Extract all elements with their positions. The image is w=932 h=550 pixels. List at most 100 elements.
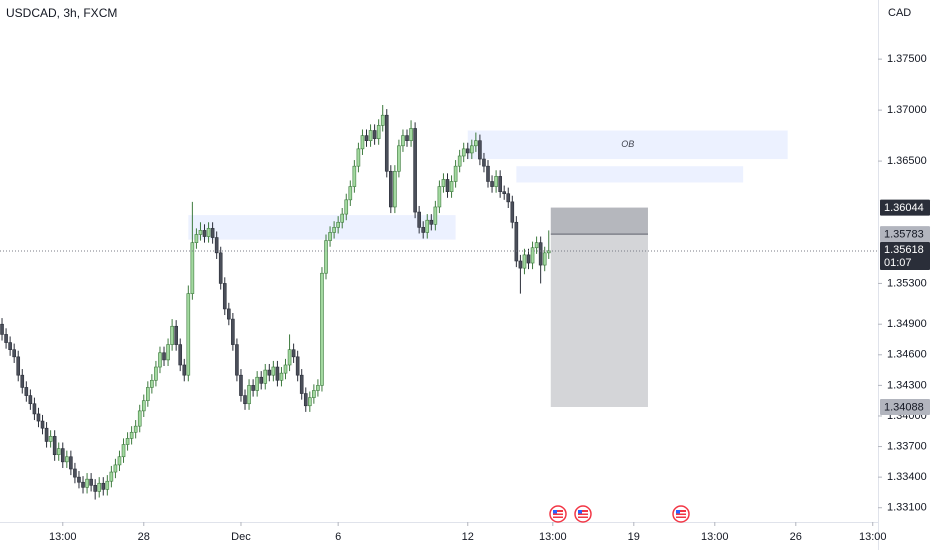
candle [482, 152, 486, 173]
candle-body [267, 369, 272, 376]
candle [340, 207, 345, 229]
candle [409, 120, 413, 147]
candle [150, 374, 154, 394]
candle [380, 105, 385, 132]
candle-body [279, 372, 284, 381]
candle [97, 477, 102, 498]
bar-countdown: 01:07 [884, 257, 912, 269]
candle [291, 343, 296, 363]
candle-body [429, 219, 434, 225]
candle-body [218, 252, 223, 284]
candle-body [85, 478, 89, 488]
event-flag[interactable] [672, 505, 690, 523]
candle [453, 160, 458, 188]
candle [194, 228, 199, 249]
candle [73, 462, 77, 484]
candle [324, 234, 328, 280]
candle [154, 360, 158, 387]
candle-body [154, 366, 158, 381]
candle [243, 389, 247, 410]
candle [283, 358, 288, 380]
candle-body [299, 374, 304, 394]
candle [247, 379, 251, 410]
candles-layer [0, 105, 551, 500]
candle-body [417, 211, 421, 228]
target-price-label-bg [880, 398, 930, 415]
candle-body [498, 176, 502, 192]
candle [384, 109, 389, 178]
candle [405, 129, 409, 147]
candle-body [514, 221, 519, 262]
candle-body [348, 186, 353, 201]
candle [89, 473, 93, 492]
position-reward [550, 234, 648, 407]
candle-body [48, 436, 53, 442]
candle-body [474, 140, 478, 147]
candle [255, 371, 259, 397]
candle [413, 122, 417, 219]
candle-body [247, 385, 251, 405]
candle-body [368, 130, 373, 141]
candle [328, 226, 332, 247]
candle [32, 397, 37, 421]
candle-body [356, 148, 361, 167]
stop-price-label-bg [880, 199, 930, 216]
candle-body [437, 186, 442, 208]
candle [530, 241, 535, 270]
candle-body [401, 135, 405, 147]
candle [534, 236, 539, 254]
target-price-label: 1.34088 [884, 401, 924, 413]
candle [93, 479, 97, 500]
candle [364, 129, 369, 147]
candle [308, 391, 312, 412]
candle-body [502, 191, 507, 195]
candle [271, 360, 276, 382]
candle-body [113, 464, 118, 473]
candle [28, 389, 33, 410]
candle [40, 414, 45, 435]
candle [101, 477, 106, 496]
candle-body [137, 410, 142, 427]
x-tick-label: 28 [138, 531, 150, 543]
candle-body [482, 158, 486, 167]
candle [461, 142, 466, 163]
candle-body [141, 400, 146, 412]
candle [502, 185, 507, 200]
candle-body [457, 155, 462, 167]
y-tick-label: 1.34900 [887, 318, 927, 330]
candle-body [380, 114, 385, 126]
event-flag[interactable] [549, 505, 567, 523]
event-flag[interactable] [574, 505, 592, 523]
x-tick-label: Dec [231, 531, 251, 543]
candle-body [522, 254, 527, 269]
candle-body [332, 227, 336, 233]
candle [299, 369, 304, 400]
candle-body [291, 349, 296, 358]
candle-body [449, 181, 454, 192]
candle-body [101, 482, 106, 490]
candle [526, 248, 531, 270]
candle [178, 338, 183, 372]
candle [44, 422, 49, 448]
candle-body [445, 179, 450, 192]
x-tick-label: 13:00 [49, 531, 77, 543]
candle [267, 363, 272, 382]
candle-body [239, 374, 243, 396]
candle-body [40, 420, 45, 429]
candle-body [271, 366, 276, 376]
candle-body [283, 364, 288, 374]
candle-body [243, 395, 247, 405]
candle [457, 149, 462, 173]
candle [546, 230, 551, 259]
candle-body [470, 145, 474, 154]
candle [133, 420, 138, 439]
candle [105, 475, 110, 496]
candle [125, 432, 130, 451]
y-tick-label: 1.33700 [887, 440, 927, 452]
candle [522, 248, 527, 275]
candle [441, 173, 446, 193]
candle [344, 193, 349, 221]
candle-body [162, 352, 166, 361]
x-tick-label: 19 [628, 531, 640, 543]
y-tick-label: 1.37500 [887, 53, 927, 65]
